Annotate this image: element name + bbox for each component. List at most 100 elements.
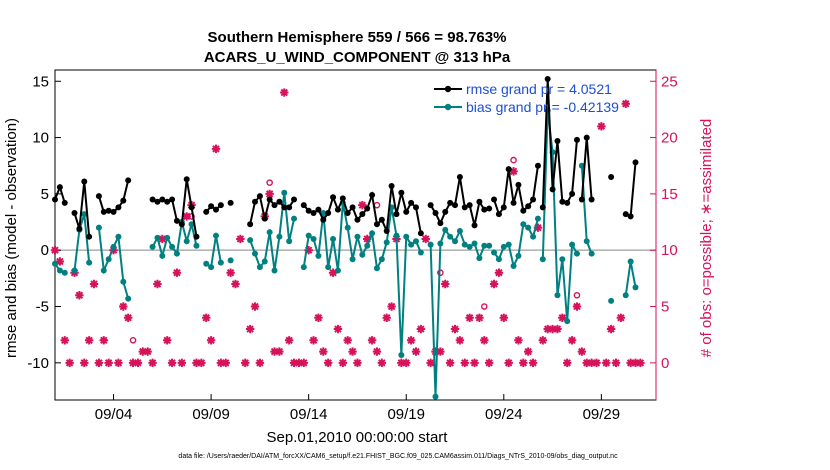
bias-point (588, 250, 595, 257)
obs-assimilated-marker (270, 347, 279, 356)
rmse-point (193, 233, 200, 240)
rmse-point (61, 199, 68, 206)
rmse-point (486, 205, 493, 212)
rmse-point (76, 225, 83, 232)
rmse-point (105, 207, 112, 214)
y2-tick-label: 20 (661, 130, 678, 147)
obs-possible-marker (129, 337, 137, 344)
obs-assimilated-marker (50, 246, 60, 255)
obs-assimilated-marker (465, 313, 474, 322)
obs-assimilated-marker (133, 358, 143, 368)
obs-assimilated-marker (226, 268, 235, 277)
bias-point (525, 224, 532, 231)
rmse-point (252, 198, 259, 205)
bias-point (276, 233, 283, 240)
rmse-point (559, 198, 566, 205)
rmse-point (515, 181, 522, 188)
rmse-point (456, 173, 463, 180)
obs-assimilated-marker (611, 358, 621, 368)
bias-point (286, 238, 293, 245)
bias-point (344, 224, 351, 231)
rmse-point (359, 211, 366, 218)
obs-assimilated-marker (626, 358, 635, 368)
bias-point (52, 260, 58, 267)
bias-point (281, 189, 288, 196)
obs-assimilated-marker (450, 324, 460, 334)
obs-assimilated-marker (484, 358, 494, 368)
obs-assimilated-marker (104, 358, 113, 368)
y2-tick-label: 5 (661, 299, 669, 316)
rmse-point (495, 211, 502, 218)
rmse-point (173, 217, 180, 224)
bias-line-segment (151, 221, 198, 260)
obs-assimilated-marker (206, 336, 216, 345)
obs-assimilated-marker (99, 336, 108, 345)
y2-tick-label: 25 (661, 73, 678, 90)
obs-assimilated-marker (426, 358, 435, 368)
obs-assimilated-marker (172, 268, 182, 277)
obs-assimilated-marker (499, 313, 508, 322)
rmse-point (276, 198, 283, 205)
rmse-point (622, 211, 629, 218)
bias-point (173, 250, 180, 257)
bias-point (486, 242, 493, 249)
obs-assimilated-marker (563, 358, 572, 368)
obs-assimilated-marker (123, 313, 133, 322)
obs-assimilated-marker (275, 347, 284, 356)
obs-assimilated-marker (163, 336, 172, 345)
obs-possible-marker (480, 303, 488, 310)
rmse-point (95, 193, 102, 200)
rmse-point (525, 203, 532, 210)
x-tick-label: 09/14 (290, 406, 328, 423)
rmse-point (378, 216, 385, 223)
bias-point (481, 242, 488, 249)
bias-point (291, 215, 298, 222)
bias-point (256, 264, 263, 271)
obs-assimilated-marker (538, 336, 548, 345)
rmse-point (52, 196, 58, 203)
obs-assimilated-marker (470, 358, 479, 368)
obs-assimilated-marker (621, 99, 630, 108)
obs-assimilated-marker (406, 336, 416, 345)
bias-point (217, 259, 224, 266)
rmse-point (500, 204, 507, 211)
obs-assimilated-marker (367, 336, 377, 345)
rmse-point (149, 196, 156, 203)
obs-assimilated-marker (192, 358, 201, 368)
obs-assimilated-marker (494, 268, 504, 277)
rmse-point (383, 228, 390, 235)
bias-point (300, 264, 307, 271)
y2-axis-label: # of obs: o=possible; ∗=assimilated (698, 119, 715, 358)
obs-assimilated-marker (519, 358, 528, 368)
obs-assimilated-marker (177, 358, 187, 368)
bias-point (95, 224, 102, 231)
bias-point (461, 241, 468, 248)
bias-point (305, 232, 312, 239)
bias-point (432, 393, 439, 400)
bias-point (408, 241, 415, 248)
rmse-line-segment (73, 181, 91, 237)
rmse-point (505, 166, 512, 173)
bias-point (520, 221, 527, 228)
obs-assimilated-marker (587, 358, 596, 368)
bias-point (583, 238, 590, 245)
rmse-point (320, 216, 327, 223)
obs-assimilated-marker (255, 358, 265, 368)
rmse-point (203, 208, 210, 215)
bias-point (534, 215, 541, 222)
rmse-point (100, 208, 107, 215)
y-tick-label: -5 (36, 299, 49, 316)
obs-assimilated-marker (167, 358, 177, 368)
rmse-point (471, 222, 478, 229)
bias-point (627, 258, 634, 265)
bias-point (427, 241, 434, 248)
obs-assimilated-marker (55, 257, 65, 266)
y-tick-label: 10 (32, 130, 49, 147)
obs-assimilated-marker (353, 358, 362, 368)
obs-assimilated-marker (153, 279, 162, 289)
obs-assimilated-marker (289, 358, 299, 368)
rmse-line-segment (493, 165, 539, 217)
rmse-point (300, 202, 307, 209)
obs-assimilated-marker (616, 313, 626, 322)
